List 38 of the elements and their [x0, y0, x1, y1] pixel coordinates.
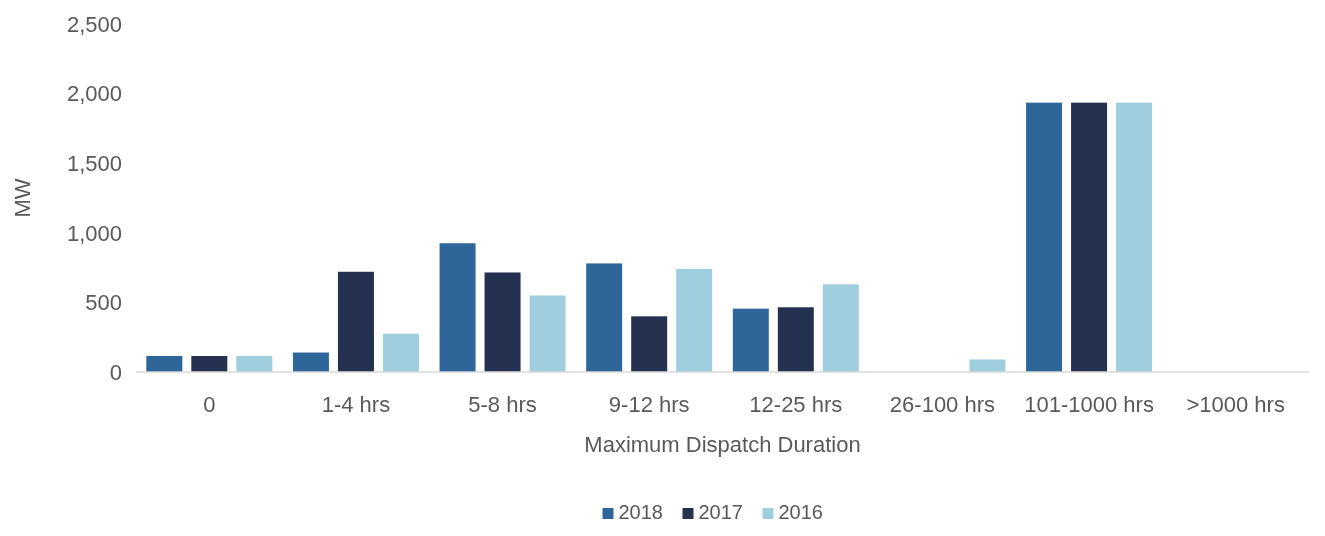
- bar: [732, 308, 769, 372]
- bar: [969, 359, 1006, 372]
- x-tick-label: >1000 hrs: [1186, 392, 1285, 417]
- bar: [1071, 102, 1108, 372]
- x-tick-label: 0: [203, 392, 216, 417]
- x-tick-label: 12-25 hrs: [749, 392, 843, 417]
- y-tick-label: 2,000: [66, 81, 122, 107]
- y-tick-label: 1,000: [66, 220, 122, 246]
- bar: [337, 271, 374, 372]
- bar: [439, 243, 476, 372]
- bar: [631, 316, 668, 372]
- bar: [484, 272, 521, 372]
- bar: [146, 355, 183, 372]
- bar: [292, 352, 329, 372]
- bar: [382, 333, 419, 372]
- y-axis-title: MW: [10, 178, 35, 218]
- y-tick-label: 2,500: [66, 11, 122, 37]
- x-tick-label: 26-100 hrs: [889, 392, 996, 417]
- legend-label: 2017: [698, 501, 743, 523]
- legend-label: 2016: [778, 501, 823, 523]
- bar: [777, 307, 814, 372]
- bar: [191, 355, 228, 372]
- x-tick-label: 9-12 hrs: [608, 392, 690, 417]
- bar: [676, 268, 713, 372]
- bar: [529, 295, 566, 372]
- x-tick-label: 101-1000 hrs: [1024, 392, 1154, 417]
- y-tick-label: 0: [109, 359, 122, 385]
- bar: [1026, 102, 1063, 372]
- bar: [236, 355, 273, 372]
- x-tick-label: 1-4 hrs: [321, 392, 391, 417]
- y-tick-label: 500: [85, 290, 122, 316]
- y-tick-label: 1,500: [66, 150, 122, 176]
- legend-label: 2018: [618, 501, 663, 523]
- x-axis-title: Maximum Dispatch Duration: [584, 432, 861, 457]
- bar: [586, 263, 623, 372]
- x-tick-label: 5-8 hrs: [468, 392, 537, 417]
- bar: [1116, 102, 1153, 372]
- bar: [822, 284, 859, 372]
